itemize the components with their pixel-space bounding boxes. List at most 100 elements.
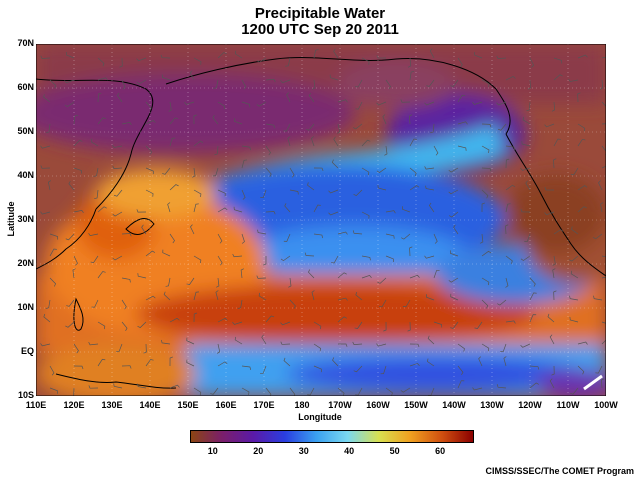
wind-barb (448, 189, 459, 195)
wind-barb (601, 321, 606, 324)
wind-barb (457, 365, 464, 376)
wind-barb (424, 101, 435, 106)
wind-barb (49, 365, 55, 376)
wind-barb (377, 184, 387, 191)
wind-barb (409, 343, 420, 348)
wind-barb (601, 339, 606, 345)
wind-barb (569, 255, 579, 262)
wind-barb (311, 136, 315, 147)
wind-barb (283, 233, 291, 242)
wind-barb (496, 55, 507, 60)
wind-barb (409, 167, 417, 177)
wind-barb (193, 140, 204, 147)
wind-barb (91, 299, 99, 308)
lat-tick-label: EQ (20, 346, 34, 356)
wind-barb (137, 321, 147, 328)
wind-barb (457, 145, 467, 151)
lon-tick-label: 120E (63, 400, 85, 410)
wind-barb (241, 387, 250, 395)
wind-barb (257, 229, 267, 235)
wind-barb (529, 277, 536, 287)
wind-barb (328, 211, 339, 216)
graticule (36, 44, 606, 396)
wind-barb (241, 233, 245, 244)
chart-title: Precipitable Water (254, 5, 386, 22)
wind-barb (377, 277, 387, 284)
wind-barb (307, 182, 315, 191)
x-axis-title: Longitude (298, 412, 342, 422)
wind-barb (553, 138, 561, 147)
wind-barb (121, 233, 132, 237)
wind-barb (577, 185, 588, 191)
wind-barb (265, 315, 275, 323)
wind-barb (213, 79, 219, 89)
wind-barb (355, 387, 363, 396)
wind-barb (333, 136, 339, 147)
wind-barb (284, 203, 291, 213)
wind-barb (121, 299, 127, 310)
lon-tick-label: 130W (480, 400, 504, 410)
wind-barb (481, 277, 490, 286)
wind-barb (505, 255, 513, 264)
wind-barb (40, 165, 51, 169)
lon-tick-label: 100W (594, 400, 618, 410)
wind-barb (505, 203, 511, 213)
wind-barb (287, 136, 291, 147)
wind-barb (313, 343, 322, 352)
wind-barb (66, 52, 75, 59)
wind-barb (407, 321, 411, 332)
wind-barb (525, 180, 531, 191)
wind-barb (592, 233, 603, 240)
wind-barb (121, 79, 126, 90)
wind-barb (94, 189, 99, 200)
chart-subtitle: 1200 UTC Sep 20 2011 (241, 21, 399, 38)
wind-barb (193, 203, 199, 213)
wind-barb (553, 290, 557, 301)
wind-barb (241, 79, 247, 90)
wind-barb (212, 115, 219, 125)
wind-barb (337, 297, 348, 301)
wind-barb (354, 321, 363, 330)
wind-barb (312, 79, 316, 90)
wind-barb (402, 299, 411, 308)
wind-barb (569, 295, 579, 301)
wind-barb (478, 356, 483, 367)
wind-barb (333, 48, 339, 59)
wind-barb (529, 57, 534, 68)
wind-barb (136, 79, 147, 85)
wind-barb (280, 341, 291, 345)
wind-barb (521, 141, 531, 147)
wind-barb (265, 167, 272, 177)
wind-barb (97, 57, 105, 67)
wind-barb (168, 101, 172, 112)
wind-barb (145, 189, 154, 197)
wind-barb (481, 145, 490, 153)
wind-barb (361, 275, 372, 279)
wind-barb (161, 74, 171, 81)
wind-barb (49, 248, 57, 257)
wind-barb (361, 211, 370, 219)
wind-barb (505, 224, 509, 235)
wind-barb (217, 343, 221, 354)
wind-barb (601, 276, 606, 279)
wind-barb (241, 189, 246, 200)
wind-barb (280, 255, 291, 262)
wind-barb (376, 55, 387, 59)
wind-barb (430, 123, 435, 134)
wind-barb (505, 158, 510, 169)
wind-barb (457, 380, 465, 389)
wind-barb (193, 312, 198, 323)
lat-tick-label: 50N (17, 126, 34, 136)
wind-barb (505, 145, 515, 151)
wind-barb (232, 321, 243, 325)
credit-text: CIMSS/SSEC/The COMET Program (485, 466, 634, 476)
wind-barb (97, 358, 106, 367)
wind-barb (212, 167, 219, 177)
wind-barb (193, 57, 202, 65)
wind-barb (65, 233, 75, 241)
wind-barb (549, 378, 555, 389)
wind-barb (500, 343, 507, 352)
wind-barb (141, 224, 147, 235)
wind-barb (481, 202, 485, 213)
wind-barb (552, 268, 556, 279)
